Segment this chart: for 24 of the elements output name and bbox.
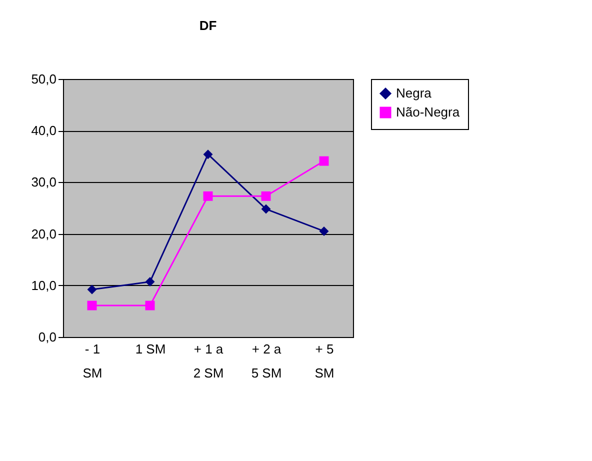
point — [87, 284, 97, 294]
x-tick-label: + 2 a 5 SM — [251, 342, 282, 380]
legend-label: Não-Negra — [396, 104, 460, 120]
y-tick-label: 50,0 — [31, 72, 56, 86]
point — [87, 300, 97, 310]
y-tick-label: 40,0 — [31, 123, 56, 138]
x-tick-label: + 5 SM — [314, 342, 334, 380]
x-tick-label: - 1 SM — [82, 342, 102, 380]
point — [319, 226, 329, 236]
x-tick-label: + 1 a 2 SM — [193, 342, 224, 380]
point — [319, 156, 329, 166]
point — [261, 191, 271, 201]
x-tick-label: 1 SM — [135, 342, 166, 356]
y-tick-label: 10,0 — [31, 278, 56, 293]
y-tick-label: 30,0 — [31, 174, 56, 190]
legend-label: Negra — [396, 86, 432, 100]
point — [145, 277, 155, 287]
point — [145, 300, 155, 310]
point — [203, 150, 213, 160]
point — [261, 204, 271, 214]
chart-title: DF — [199, 18, 217, 33]
y-tick-label: 20,0 — [31, 226, 56, 242]
point — [203, 191, 213, 201]
y-tick-label: 0,0 — [38, 330, 56, 344]
